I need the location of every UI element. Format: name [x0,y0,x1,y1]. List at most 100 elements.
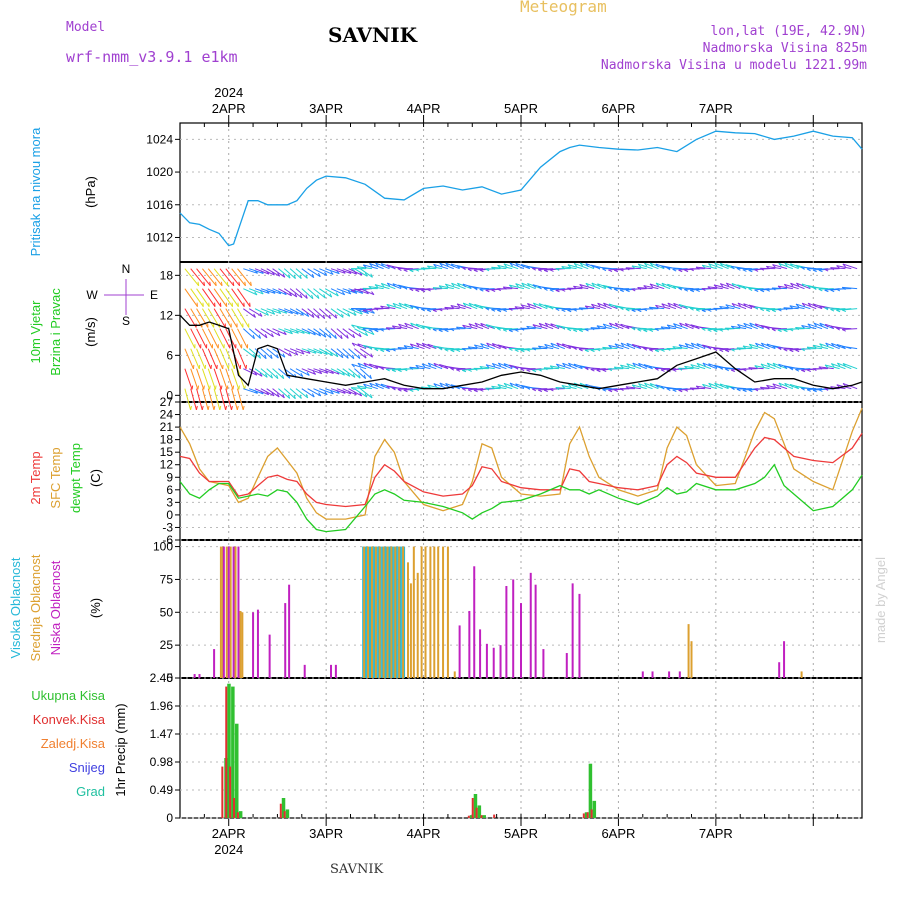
wind-arrow-head [322,314,326,319]
wind-arrow [514,306,530,310]
wind-arrow-head [754,289,759,292]
wind-arrow [795,303,811,310]
total-precip-bar [592,800,597,818]
wind-arrow-head [655,263,659,268]
wind-arrow [638,263,653,270]
wind-arrow [219,308,232,328]
wind-arrow-head [778,263,782,267]
wind-arrow-head [363,383,367,388]
wind-arrow-head [748,343,753,348]
wind-arrow-head [766,265,770,270]
wind-arrow-head [346,334,349,339]
wind-arrow-head [707,329,712,332]
wind-arrow [348,368,361,379]
wind-arrow-head [232,281,235,286]
wind-arrow-head [812,389,817,393]
wind-arrow [526,325,542,330]
wind-arrow-head [567,345,572,349]
wind-arrow-head [695,266,700,270]
wind-arrow [330,388,346,394]
conv-precip-bar [582,813,585,818]
wind-arrow [278,288,292,297]
wind-arrow-head [631,327,636,331]
wind-arrow-head [614,269,619,273]
wind-arrow [342,268,357,275]
wind-arrow-head [312,370,317,375]
bottom-date-label: 2APR [212,826,246,841]
wind-arrow-head [386,282,391,287]
wind-arrow-head [497,309,502,313]
wind-arrow [625,386,641,390]
wind-arrow-head [654,367,659,371]
wind-arrow [236,388,244,411]
wind-arrow [819,343,834,350]
wind-arrow-head [409,366,414,370]
wind-arrow-head [608,389,613,393]
wind-arrow-head [259,312,263,317]
bottom-date-label: 6APR [601,826,635,841]
wind-arrow-head [777,285,782,289]
wind-arrow [813,344,829,350]
wind-arrow-head [684,305,688,310]
wind-arrow-head [391,325,396,329]
wind-arrow [363,383,378,390]
wind-arrow [243,288,258,296]
wind-arrow-head [282,353,286,358]
y-tick-label: 6 [166,483,173,497]
wind-arrow-head [644,382,648,387]
wind-arrow-head [608,269,613,273]
wind-arrow [421,363,437,370]
wind-arrow-head [660,369,665,372]
wind-arrow [748,367,764,370]
wind-arrow-head [467,389,472,392]
wind-arrow-head [713,329,718,333]
wind-arrow-head [409,343,414,348]
wind-arrow [649,348,665,351]
location-coordinates: lon,lat (19E, 42.9N) [710,24,867,39]
wind-arrow-head [521,282,525,287]
wind-arrow-head [812,344,817,349]
conv-precip-bar [225,686,228,818]
wind-arrow-head [684,389,689,392]
wind-arrow-head [625,386,630,390]
wind-arrow-head [643,285,648,289]
wind-arrow-head [427,384,431,389]
wind-arrow [403,345,419,350]
wind-arrow [713,284,729,290]
wind-arrow [590,327,606,330]
model-altitude-label: Nadmorska Visina u modelu 1221.99m [600,58,867,73]
wind-arrow-head [532,347,537,351]
wind-arrow-head [364,354,367,359]
wind-arrow-head [409,288,414,292]
wind-arrow-head [374,307,379,311]
y-tick-label: 0 [166,508,173,522]
wind-arrow-head [789,349,794,353]
wind-speed-line [179,314,863,390]
wind-arrow-head [748,367,753,371]
wind-arrow [319,368,334,374]
wind-arrow [719,348,735,351]
wind-arrow [336,308,350,317]
wind-arrow-head [796,282,800,287]
wind-arrow-head [567,287,572,291]
wind-arrow [313,388,328,396]
wind-arrow-head [295,351,299,356]
wind-arrow-head [461,388,466,391]
wind-arrow [357,385,373,390]
wind-arrow-head [760,386,764,390]
wind-arrow [767,362,782,370]
wind-arrow-head [276,374,279,379]
wind-arrow-head [801,283,806,288]
wind-arrow-head [561,326,566,330]
conv-precip-bar [467,815,470,818]
wind-arrow-head [497,344,501,348]
wind-arrow [644,262,659,270]
y-tick-label: 1016 [146,198,173,212]
mid-cloud-bar [800,671,803,678]
wind-arrow-head [391,266,396,270]
wind-arrow-head [737,284,741,288]
wind-arrow-head [509,364,513,369]
wind-arrow-head [708,363,712,368]
wind-arrow-head [330,390,334,395]
wind-arrow-head [625,308,630,312]
